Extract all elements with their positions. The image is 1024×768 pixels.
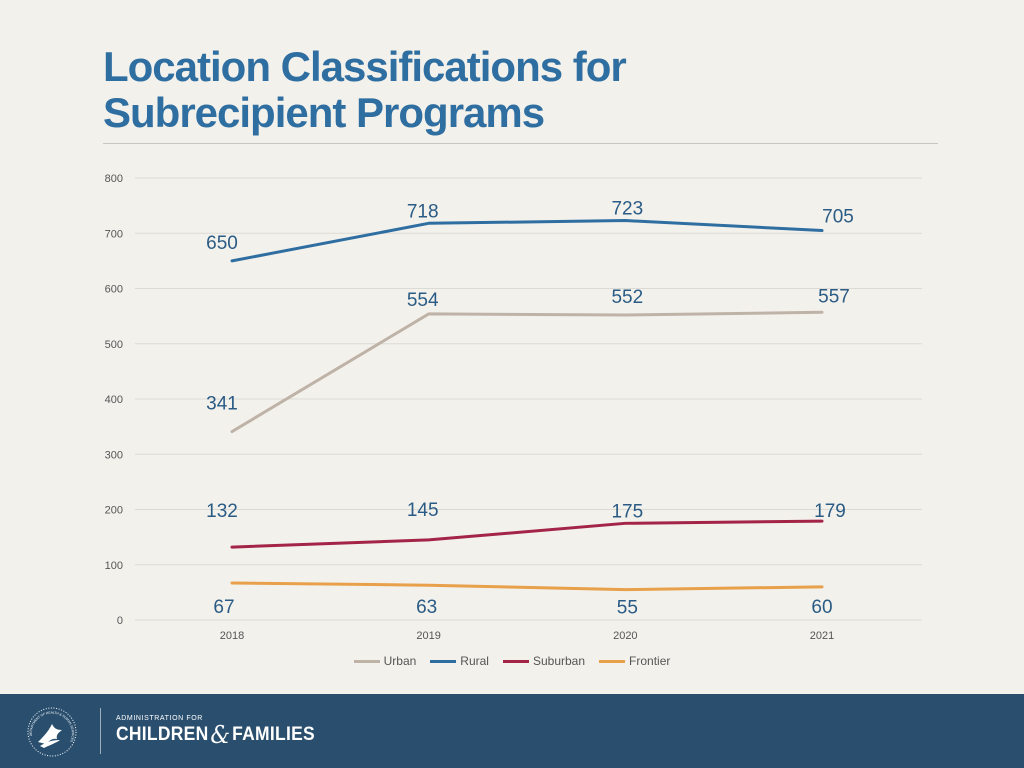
series-line-urban [230, 310, 824, 434]
y-tick-label-800: 800 [105, 173, 123, 185]
line-chart: 0 100 200 300 400 500 600 700 800 2018 2019 2020 202… [105, 173, 922, 642]
data-label-urban-2020: 552 [611, 287, 643, 308]
y-tick-label-400: 400 [105, 394, 123, 406]
footer-divider [100, 708, 101, 754]
legend-swatch-suburban [502, 659, 529, 663]
footer-bar: DEPARTMENT OF HEALTH & HUMAN SERVICES US… [0, 694, 1024, 768]
legend-swatch-frontier [599, 659, 626, 663]
legend-item-urban: Urban [353, 654, 417, 668]
y-tick-label-0: 0 [117, 615, 123, 627]
y-tick-label-200: 200 [105, 505, 123, 517]
y-tick-label-600: 600 [105, 284, 123, 296]
logo-word-families: FAMILIES [232, 724, 315, 745]
chart-legend: Urban Rural Suburban Frontier [0, 654, 1024, 668]
title-divider [103, 143, 938, 144]
y-tick-label-500: 500 [105, 339, 123, 351]
legend-swatch-rural [430, 659, 457, 663]
y-tick-label-100: 100 [105, 560, 123, 572]
legend-swatch-urban [353, 659, 380, 663]
x-tick-label-2019: 2019 [416, 630, 440, 642]
y-tick-label-300: 300 [105, 449, 123, 461]
data-label-suburban-2021: 179 [814, 501, 846, 522]
data-label-rural-2020: 723 [611, 199, 643, 220]
legend-item-suburban: Suburban [502, 654, 586, 668]
x-tick-label-2021: 2021 [810, 630, 834, 642]
x-tick-label-2020: 2020 [613, 630, 637, 642]
logo-tagline: ADMINISTRATION FOR [116, 715, 203, 722]
data-label-frontier-2018: 67 [213, 597, 234, 618]
x-tick-label-2018: 2018 [220, 630, 244, 642]
data-label-rural-2021: 705 [822, 206, 854, 227]
logo-ampersand: & [210, 721, 231, 749]
series-line-frontier [230, 581, 824, 592]
data-label-urban-2018: 341 [206, 394, 238, 415]
data-label-frontier-2021: 60 [811, 597, 832, 618]
data-label-rural-2018: 650 [206, 233, 238, 254]
data-label-urban-2019: 554 [407, 290, 439, 311]
data-label-rural-2019: 718 [407, 201, 439, 222]
series-line-rural [230, 219, 824, 263]
legend-item-rural: Rural [430, 654, 489, 668]
data-label-frontier-2020: 55 [617, 598, 638, 619]
data-label-frontier-2019: 63 [416, 597, 437, 618]
legend-label-urban: Urban [383, 654, 417, 668]
acf-logo: ADMINISTRATION FOR CHILDREN & FAMILIES [116, 714, 332, 749]
legend-item-frontier: Frontier [599, 654, 670, 668]
series-line-suburban [230, 519, 824, 549]
y-tick-label-700: 700 [105, 228, 123, 240]
legend-label-suburban: Suburban [532, 654, 586, 668]
legend-label-rural: Rural [460, 654, 489, 668]
title-line-1: Location Classifications for [103, 43, 627, 90]
data-label-suburban-2020: 175 [611, 501, 643, 522]
page-title: Location Classifications for Subrecipien… [103, 43, 627, 136]
data-label-urban-2021: 557 [818, 286, 850, 307]
data-label-suburban-2019: 145 [407, 500, 439, 521]
data-label-suburban-2018: 132 [206, 501, 238, 522]
hhs-eagle-seal-icon: DEPARTMENT OF HEALTH & HUMAN SERVICES US… [26, 706, 77, 757]
legend-label-frontier: Frontier [629, 654, 671, 668]
title-line-2: Subrecipient Programs [103, 89, 545, 136]
logo-word-children: CHILDREN [116, 724, 209, 745]
